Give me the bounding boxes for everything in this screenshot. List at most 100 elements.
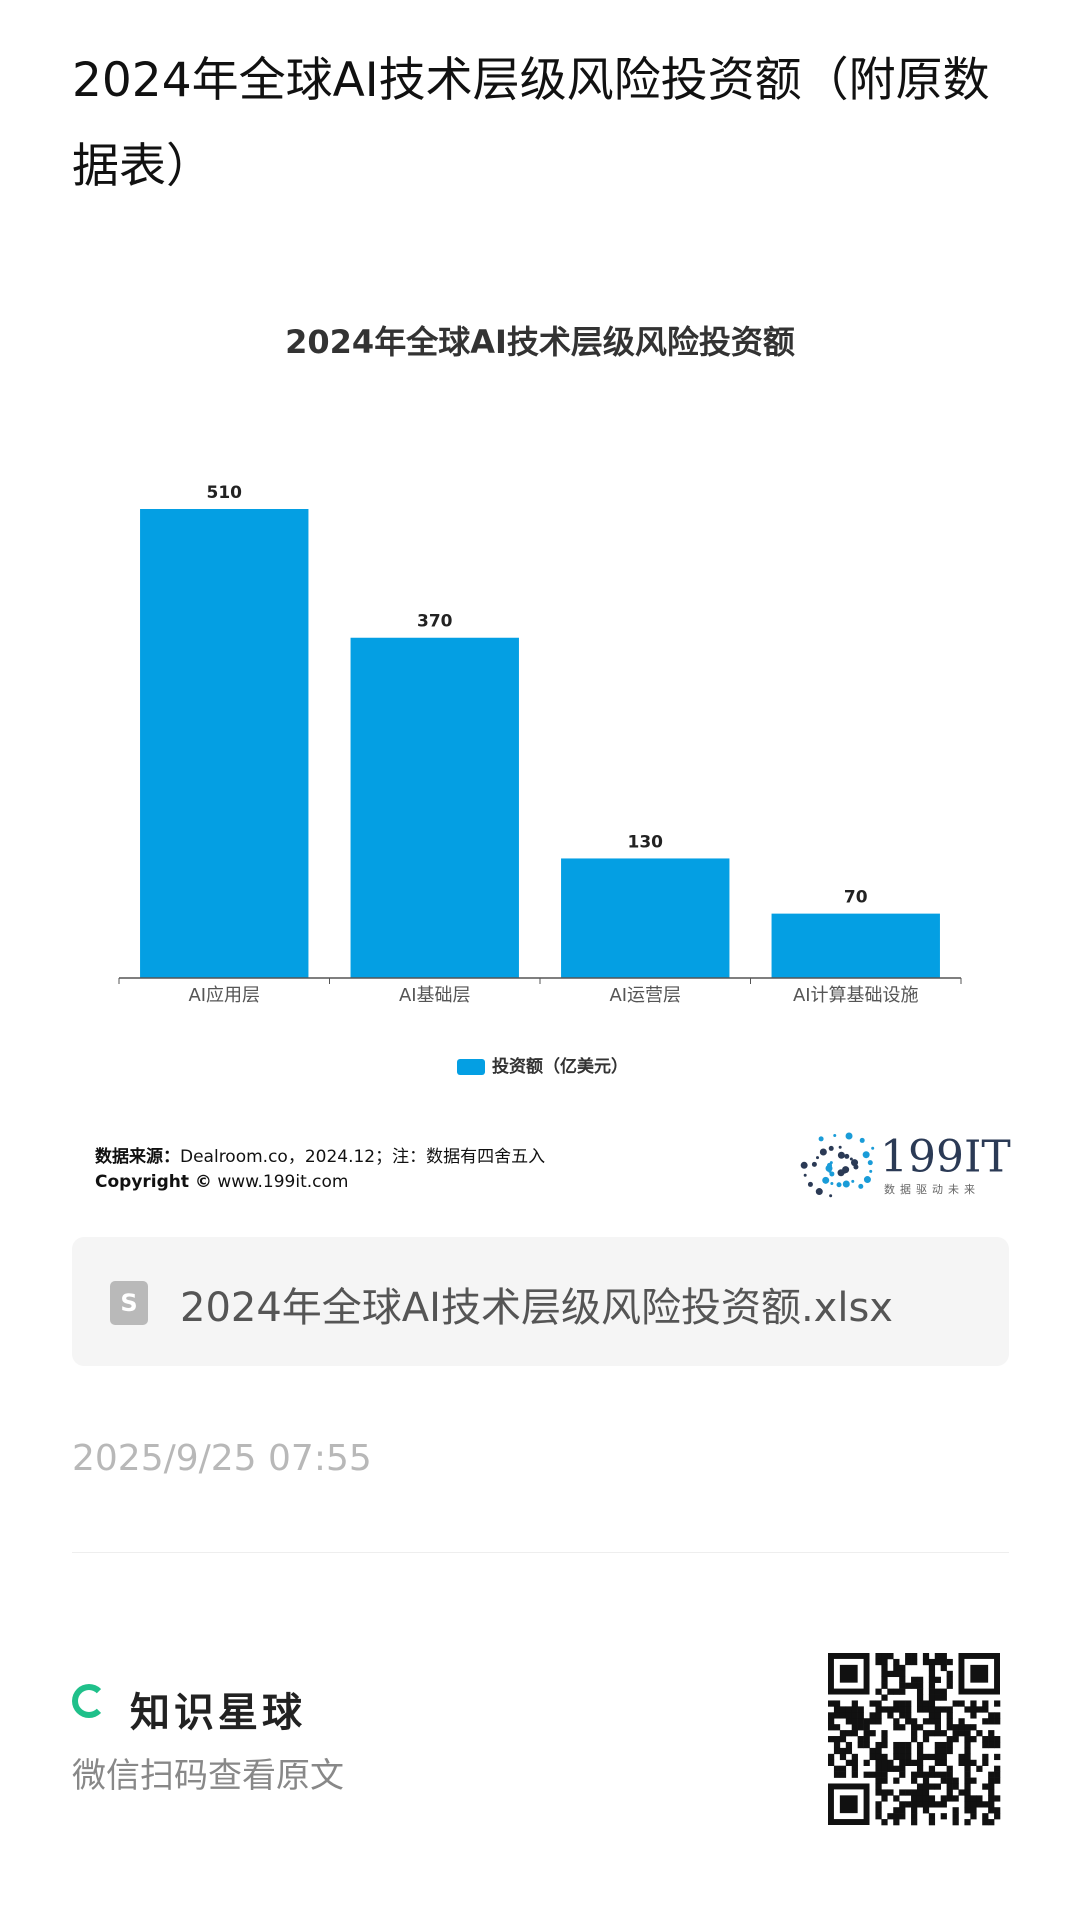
qr-cell	[857, 1718, 864, 1725]
qr-cell	[940, 1777, 947, 1784]
qr-cell	[916, 1688, 924, 1695]
qr-cell	[940, 1653, 947, 1660]
qr-cell	[928, 1801, 936, 1808]
qr-cell	[928, 1670, 936, 1678]
qr-cell	[899, 1700, 906, 1707]
qr-cell	[946, 1658, 953, 1666]
source-text: Dealroom.co，2024.12；注：数据有四舍五入	[180, 1147, 546, 1167]
qr-cell	[828, 1700, 835, 1707]
qr-cell	[928, 1676, 936, 1683]
logo-dot	[811, 1161, 817, 1167]
qr-cell	[893, 1819, 900, 1826]
qr-cell	[869, 1700, 876, 1707]
qr-cell	[893, 1670, 900, 1678]
qr-cell	[928, 1771, 936, 1778]
qr-cell	[994, 1795, 1001, 1802]
qr-cell	[940, 1813, 947, 1820]
qr-cell	[899, 1747, 906, 1755]
qr-cell	[934, 1718, 941, 1725]
qr-cell	[994, 1777, 1001, 1784]
qr-cell	[875, 1700, 882, 1707]
qr-cell	[964, 1777, 971, 1784]
logo-dot	[829, 1171, 835, 1177]
bar	[771, 913, 940, 978]
scan-hint: 微信扫码查看原文	[72, 1756, 344, 1796]
file-card[interactable]: S 2024年全球AI技术层级风险投资额.xlsx	[72, 1237, 1009, 1366]
qr-cell	[988, 1730, 995, 1737]
qr-cell	[916, 1741, 924, 1749]
logo-dot	[819, 1148, 827, 1156]
qr-cell	[934, 1759, 941, 1766]
qr-cell	[922, 1653, 930, 1660]
qr-cell	[839, 1771, 847, 1778]
qr-cell	[952, 1777, 959, 1784]
copyright-line: Copyright © www.199it.com	[95, 1172, 348, 1192]
qr-cell	[899, 1664, 906, 1672]
logo-dot	[837, 1169, 845, 1177]
qr-cell	[928, 1813, 936, 1820]
qr-cell	[922, 1753, 930, 1761]
qr-cell	[869, 1712, 876, 1719]
qr-cell	[952, 1730, 959, 1737]
qr-cell	[964, 1724, 971, 1731]
qr-cell	[964, 1765, 971, 1772]
file-icon: S	[110, 1281, 148, 1325]
qr-cell	[940, 1753, 947, 1761]
qr-cell	[934, 1801, 941, 1808]
qr-cell	[893, 1664, 900, 1672]
logo-dot	[838, 1145, 842, 1149]
source-label: 数据来源：	[95, 1147, 180, 1167]
qr-cell	[881, 1765, 888, 1772]
qr-cell	[875, 1765, 882, 1772]
qr-cell	[994, 1807, 1001, 1814]
value-label: 370	[417, 612, 453, 632]
qr-cell	[964, 1753, 971, 1761]
qr-cell	[905, 1706, 912, 1713]
logo-dot	[837, 1151, 845, 1159]
qr-cell	[976, 1706, 983, 1713]
logo-slogan: 数据驱动未来	[884, 1182, 980, 1196]
qr-cell	[964, 1747, 971, 1755]
qr-cell	[893, 1807, 900, 1814]
qr-cell	[875, 1658, 882, 1666]
logo-dot	[851, 1159, 859, 1167]
qr-cell	[899, 1670, 906, 1678]
qr-cell	[922, 1706, 930, 1713]
qr-cell	[970, 1712, 977, 1719]
logo-dot	[836, 1182, 842, 1188]
qr-cell	[922, 1771, 930, 1778]
qr-cell	[988, 1789, 995, 1796]
qr-cell	[952, 1813, 959, 1820]
x-tick-label: AI运营层	[609, 985, 681, 1006]
qr-cell	[916, 1700, 924, 1707]
legend-label: 投资额（亿美元）	[492, 1056, 628, 1077]
qr-cell	[934, 1741, 941, 1749]
logo-dot	[845, 1132, 853, 1140]
qr-cell	[893, 1747, 900, 1755]
qr-cell	[988, 1771, 995, 1778]
qr-cell	[887, 1670, 894, 1678]
qr-cell	[958, 1753, 965, 1761]
qr-cell	[946, 1670, 953, 1678]
brand-icon	[72, 1684, 106, 1718]
qr-cell	[916, 1753, 924, 1761]
qr-cell	[833, 1724, 841, 1731]
qr-cell	[994, 1741, 1001, 1749]
qr-cell	[911, 1813, 918, 1820]
qr-cell	[970, 1813, 977, 1820]
qr-cell	[875, 1753, 882, 1761]
qr-cell	[964, 1807, 971, 1814]
qr-cell	[899, 1789, 906, 1796]
qr-cell	[881, 1664, 888, 1672]
qr-cell	[988, 1801, 995, 1808]
qr-cell	[828, 1712, 835, 1719]
qr-cell	[905, 1682, 912, 1689]
qr-cell	[916, 1789, 924, 1796]
qr-cell	[946, 1724, 953, 1731]
qr-cell	[839, 1730, 847, 1737]
date: 2025/9/25 07:55	[72, 1438, 372, 1479]
qr-cell	[881, 1694, 888, 1701]
qr-cell	[893, 1753, 900, 1761]
qr-cell	[863, 1724, 870, 1731]
qr-cell	[982, 1700, 989, 1707]
